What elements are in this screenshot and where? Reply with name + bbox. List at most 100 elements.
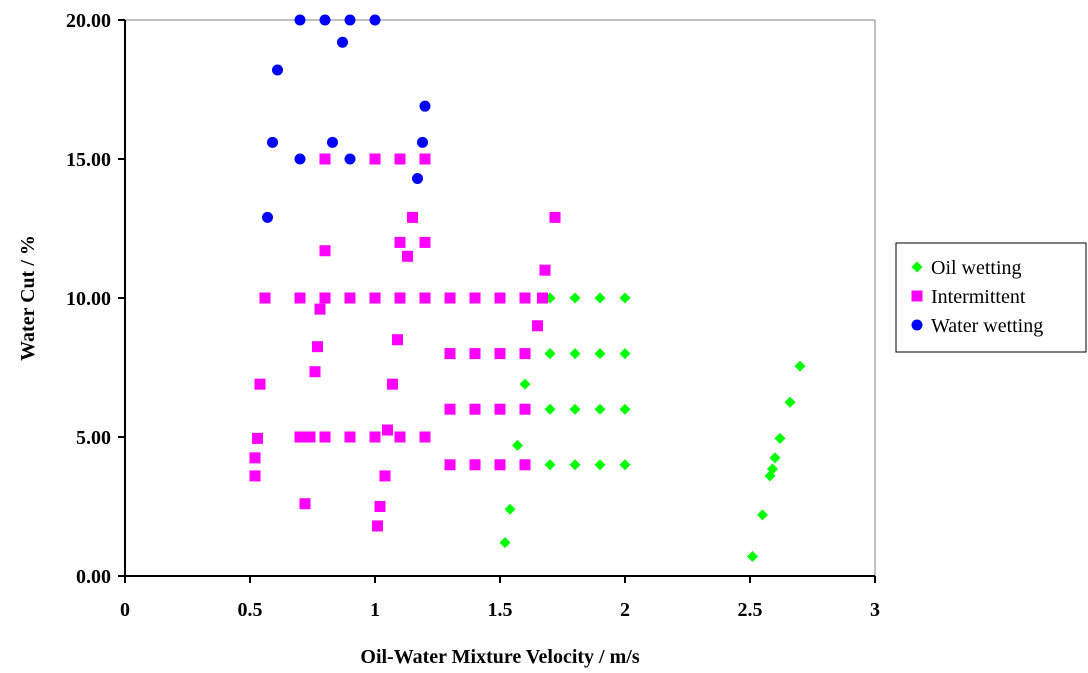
x-tick-label: 2: [620, 599, 630, 621]
data-point: [319, 292, 331, 304]
data-point: [417, 136, 428, 148]
data-point: [249, 470, 261, 482]
data-point: [394, 292, 406, 304]
data-point: [369, 14, 381, 26]
data-point: [262, 211, 273, 223]
series-diamond: [499, 292, 806, 563]
data-point: [309, 366, 321, 378]
x-tick-label: 1.5: [488, 599, 513, 621]
data-point: [504, 503, 516, 515]
data-point: [519, 378, 531, 390]
data-point: [319, 14, 331, 26]
data-point: [344, 431, 356, 443]
data-point: [539, 264, 551, 276]
legend-box: [895, 242, 1087, 353]
data-point: [272, 64, 283, 76]
data-point: [407, 211, 418, 223]
data-point: [249, 452, 261, 464]
x-tick-label: 2.5: [738, 599, 763, 621]
x-tick-label: 0.5: [238, 599, 263, 621]
data-point: [757, 509, 768, 521]
data-point: [544, 403, 556, 415]
data-point: [327, 136, 338, 148]
data-point: [619, 403, 631, 415]
y-tick-label: 0.00: [76, 566, 111, 588]
x-tick-label: 1: [370, 599, 380, 621]
data-point: [419, 100, 431, 112]
data-point: [494, 348, 506, 360]
data-point: [794, 360, 806, 372]
data-point: [569, 292, 581, 304]
data-point: [412, 172, 423, 184]
data-point: [519, 292, 531, 304]
data-point: [369, 153, 381, 165]
data-point: [394, 431, 406, 443]
data-point: [569, 403, 581, 415]
data-point: [619, 292, 631, 304]
data-point: [494, 403, 506, 415]
data-point: [619, 459, 631, 471]
data-point: [267, 136, 278, 148]
legend-marker: [911, 261, 923, 273]
data-point: [519, 348, 531, 360]
data-point: [394, 153, 406, 165]
data-point: [594, 348, 606, 360]
data-point: [747, 551, 758, 563]
data-point: [569, 348, 581, 360]
data-point: [419, 236, 431, 248]
axes: 0 0.5 1 1.5 2 2.5 3 0.00 5.00 10.00 15.00 20.00: [66, 10, 880, 621]
data-point: [594, 403, 606, 415]
data-point: [544, 348, 556, 360]
y-tick-label: 10.00: [66, 288, 111, 310]
data-point: [469, 459, 481, 471]
data-point: [319, 431, 331, 443]
data-point: [372, 520, 383, 532]
legend-label: Intermittent: [931, 286, 1026, 308]
data-point: [369, 292, 381, 304]
data-point: [304, 431, 316, 443]
data-point: [769, 452, 781, 464]
legend-marker: [911, 319, 923, 331]
data-point: [444, 292, 456, 304]
data-point: [767, 463, 778, 475]
data-point: [512, 439, 523, 451]
data-point: [294, 14, 306, 26]
data-point: [774, 432, 786, 444]
data-point: [549, 211, 561, 223]
data-point: [494, 459, 506, 471]
data-point: [344, 14, 356, 26]
legend-marker: [911, 290, 923, 302]
legend-label: Oil wetting: [931, 257, 1022, 279]
data-point: [444, 348, 456, 360]
data-point: [294, 153, 306, 165]
series-square: [249, 153, 561, 532]
data-point: [369, 431, 381, 443]
data-point: [419, 153, 431, 165]
data-point: [499, 537, 511, 549]
data-point: [469, 348, 481, 360]
data-point: [537, 292, 548, 304]
data-point: [382, 424, 393, 436]
data-point: [419, 292, 431, 304]
y-axis-title: Water Cut / %: [17, 235, 39, 361]
data-point: [299, 498, 311, 510]
data-point: [387, 378, 398, 390]
y-tick-label: 20.00: [66, 10, 111, 32]
data-point: [337, 36, 348, 48]
data-point: [344, 292, 356, 304]
data-point: [374, 501, 386, 512]
data-point: [254, 378, 266, 390]
data-point: [392, 334, 403, 346]
data-point: [379, 470, 391, 482]
data-point: [252, 432, 263, 444]
legend: Oil wetting Intermittent Water wetting: [895, 242, 1087, 353]
data-point: [294, 431, 306, 443]
data-point: [619, 348, 631, 360]
data-point: [784, 396, 796, 408]
y-tick-label: 15.00: [66, 149, 111, 171]
x-tick-label: 3: [870, 599, 880, 621]
data-point: [569, 459, 581, 471]
y-tick-label: 5.00: [76, 427, 111, 449]
data-point: [544, 459, 556, 471]
data-point: [259, 292, 271, 304]
